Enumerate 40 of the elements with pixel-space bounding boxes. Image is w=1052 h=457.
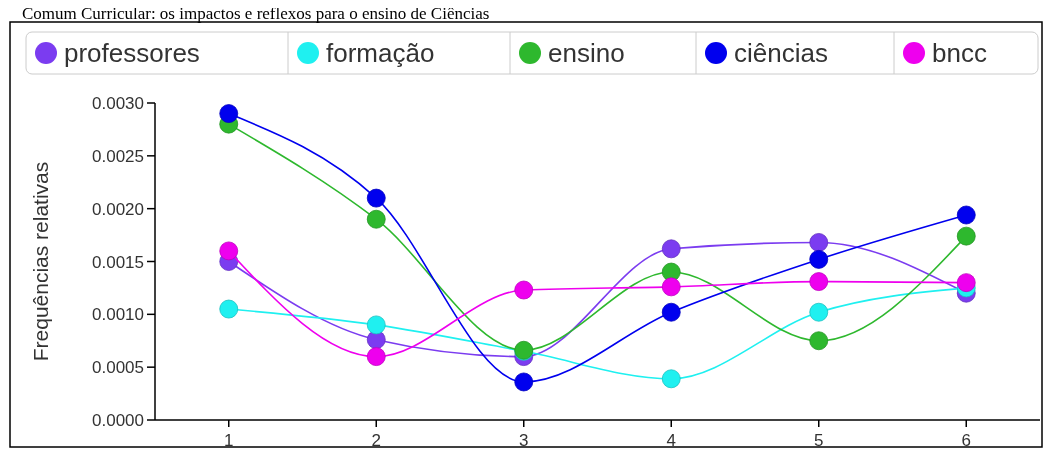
legend-label: bncc <box>932 38 987 68</box>
legend-label: professores <box>64 38 200 68</box>
point <box>366 347 386 366</box>
legend-label: ciências <box>734 38 828 68</box>
legend-label: ensino <box>548 38 625 68</box>
y-tick-label: 0.0015 <box>92 252 144 272</box>
point <box>366 315 386 335</box>
x-tick-label: 6 <box>961 431 971 450</box>
point <box>366 209 386 229</box>
point <box>514 372 534 392</box>
point <box>809 331 829 351</box>
point <box>809 272 829 291</box>
point <box>366 188 386 208</box>
x-tick-label: 2 <box>371 431 381 450</box>
legend-label: formação <box>326 38 435 68</box>
point <box>809 233 829 252</box>
y-tick-label: 0.0010 <box>92 305 144 325</box>
x-tick-label: 5 <box>814 431 824 450</box>
point <box>219 241 239 261</box>
x-tick-label: 1 <box>224 431 234 450</box>
y-tick-label: 0.0000 <box>92 411 144 430</box>
y-tick-label: 0.0030 <box>92 94 144 113</box>
point <box>661 277 681 297</box>
y-axis-title: Frequências relativas <box>29 161 52 362</box>
x-tick-label: 3 <box>519 431 529 450</box>
point <box>809 302 829 322</box>
y-tick-label: 0.0025 <box>92 146 144 166</box>
point <box>219 299 239 319</box>
x-tick-label: 4 <box>666 431 676 450</box>
y-tick-label: 0.0020 <box>92 199 144 219</box>
point <box>661 369 681 389</box>
point <box>661 239 681 259</box>
point <box>956 226 976 246</box>
point <box>809 249 829 269</box>
point <box>956 273 976 293</box>
point <box>956 205 976 225</box>
point <box>219 104 239 123</box>
point <box>514 280 534 300</box>
y-tick-label: 0.0005 <box>92 358 144 378</box>
point <box>661 302 681 322</box>
